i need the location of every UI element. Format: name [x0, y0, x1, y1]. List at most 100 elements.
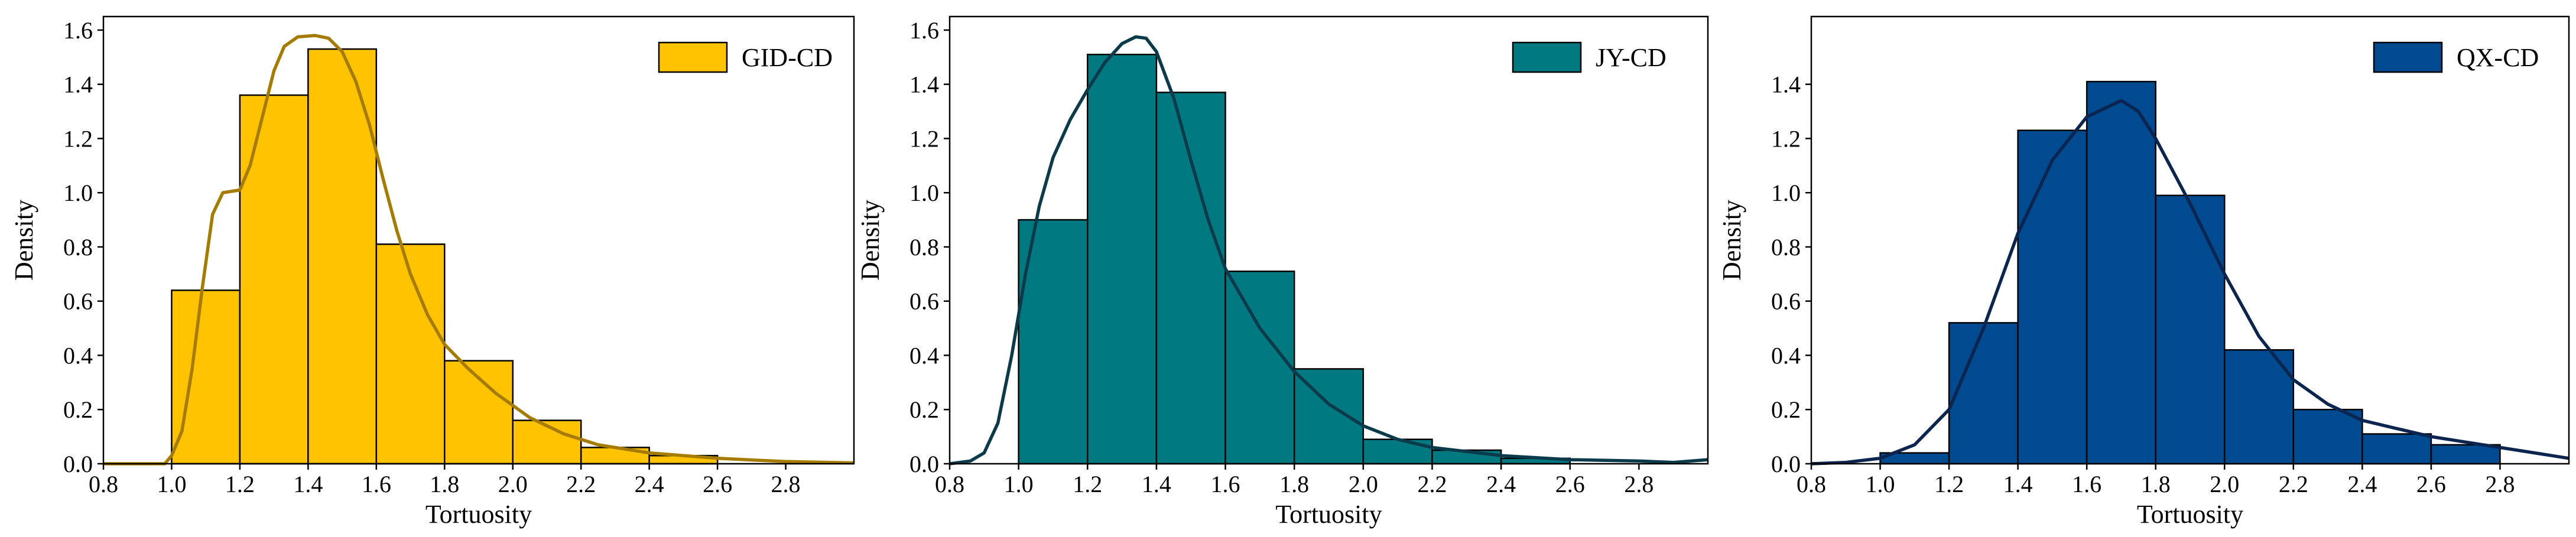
y-axis-title: Density	[1717, 200, 1746, 281]
x-tick-label: 1.4	[293, 471, 323, 497]
y-tick-label: 1.4	[1771, 71, 1801, 98]
x-tick-label: 2.6	[703, 471, 732, 497]
x-tick-label: 2.4	[1486, 471, 1516, 497]
x-tick-label: 2.0	[1349, 471, 1378, 497]
panel-qx-cd: 0.8 1.0 1.2 1.4 1.6 1.8 2.0 2.2 2.4 2.6 2.8 0.0 0.2 0…	[1717, 15, 2570, 529]
legend-swatch	[658, 41, 728, 73]
x-tick-label: 1.4	[1142, 471, 1171, 497]
x-tick-label: 2.4	[2347, 471, 2377, 497]
y-axis-title: Density	[856, 200, 885, 281]
y-tick-label: 1.0	[909, 180, 939, 206]
legend: JY-CD	[1512, 41, 1667, 73]
kde-curve	[949, 35, 1708, 466]
x-tick-label: 0.8	[1797, 471, 1826, 497]
x-tick-label: 2.6	[2416, 471, 2446, 497]
x-tick-label: 1.2	[1073, 471, 1102, 497]
x-axis-title: Tortuosity	[2137, 500, 2243, 529]
legend-swatch	[1512, 41, 1582, 73]
y-tick-label: 1.2	[63, 125, 93, 152]
y-tick-label: 0.4	[1771, 342, 1801, 369]
x-tick-label: 2.2	[566, 471, 596, 497]
histogram-bar	[1293, 368, 1365, 465]
histogram-bar	[2224, 349, 2295, 465]
x-tick-label: 1.6	[1211, 471, 1240, 497]
histogram-bar	[2292, 408, 2363, 465]
x-tick-label: 1.8	[1279, 471, 1309, 497]
histogram-bar	[307, 48, 378, 465]
y-tick-label: 1.4	[63, 71, 93, 98]
y-tick-label: 0.4	[909, 342, 939, 369]
histogram-bar	[512, 419, 582, 465]
y-tick-label: 0.8	[1771, 234, 1801, 261]
kde-curve	[1811, 99, 2569, 466]
x-tick-label: 1.6	[362, 471, 391, 497]
histogram-bar	[171, 289, 241, 465]
x-tick-label: 1.8	[430, 471, 459, 497]
y-axis-title: Density	[9, 200, 38, 281]
y-tick-label: 1.6	[909, 17, 939, 44]
x-tick-label: 0.8	[89, 471, 118, 497]
y-tick-label: 0.0	[63, 451, 93, 477]
y-tick-label: 1.0	[1771, 180, 1801, 206]
x-tick-label: 1.2	[225, 471, 255, 497]
histogram-bar	[2430, 444, 2501, 465]
x-tick-label: 1.6	[2072, 471, 2101, 497]
x-tick-label: 2.0	[498, 471, 528, 497]
x-tick-label: 2.6	[1555, 471, 1585, 497]
y-tick-label: 0.8	[909, 234, 939, 261]
y-tick-label: 1.0	[63, 180, 93, 206]
x-tick-label: 2.8	[771, 471, 801, 497]
histogram-bar	[2017, 129, 2088, 465]
y-tick-label: 0.6	[1771, 288, 1801, 315]
y-tick-label: 0.0	[1771, 451, 1801, 477]
legend-label: QX-CD	[2457, 43, 2539, 72]
y-tick-label: 0.0	[909, 451, 939, 477]
x-tick-label: 2.4	[635, 471, 664, 497]
legend: QX-CD	[2373, 41, 2539, 73]
histogram-bar	[1155, 92, 1226, 465]
panel-jy-cd: 0.8 1.0 1.2 1.4 1.6 1.8 2.0 2.2 2.4 2.6 2.8 0.0 0.2 0…	[856, 15, 1709, 529]
histogram-bar	[375, 243, 446, 465]
kde-curve	[103, 34, 855, 466]
histogram-bar	[239, 94, 309, 465]
histogram-bar	[1948, 322, 2019, 465]
histogram-bar	[2086, 80, 2156, 465]
panel-gid-cd: 0.8 1.0 1.2 1.4 1.6 1.8 2.0 2.2 2.4 2.6 2.8 0.0 0.2 0…	[9, 15, 855, 529]
x-tick-label: 1.8	[2141, 471, 2171, 497]
y-tick-label: 0.4	[63, 342, 93, 369]
histogram-bar	[1087, 53, 1158, 465]
legend-swatch	[2373, 41, 2443, 73]
y-tick-label: 0.2	[1771, 396, 1801, 423]
x-tick-label: 1.4	[2003, 471, 2033, 497]
y-tick-label: 1.2	[909, 125, 939, 152]
y-tick-label: 0.2	[909, 396, 939, 423]
x-tick-label: 1.0	[1866, 471, 1895, 497]
x-tick-label: 2.2	[2279, 471, 2308, 497]
plot-frame	[948, 15, 1709, 465]
x-tick-label: 1.0	[1004, 471, 1034, 497]
x-axis-title: Tortuosity	[425, 500, 532, 529]
plot-frame	[1810, 15, 2570, 465]
x-tick-label: 2.8	[2485, 471, 2515, 497]
histogram-bar	[2155, 194, 2226, 465]
x-tick-label: 0.8	[935, 471, 964, 497]
x-tick-label: 2.2	[1417, 471, 1447, 497]
x-tick-label: 1.2	[1934, 471, 1964, 497]
legend: GID-CD	[658, 41, 833, 73]
histogram-bar	[2361, 433, 2432, 465]
plot-frame	[102, 15, 855, 465]
histogram-bar	[1362, 438, 1433, 465]
y-tick-label: 1.6	[63, 17, 93, 44]
x-tick-label: 2.0	[2210, 471, 2239, 497]
x-axis-title: Tortuosity	[1275, 500, 1382, 529]
legend-label: JY-CD	[1596, 43, 1667, 72]
legend-label: GID-CD	[742, 43, 833, 72]
y-tick-label: 0.2	[63, 396, 93, 423]
x-tick-label: 2.8	[1624, 471, 1654, 497]
y-tick-label: 0.8	[63, 234, 93, 261]
histogram-bar	[1224, 271, 1295, 465]
y-tick-label: 0.6	[63, 288, 93, 315]
y-tick-label: 0.6	[909, 288, 939, 315]
y-tick-label: 1.4	[909, 71, 939, 98]
